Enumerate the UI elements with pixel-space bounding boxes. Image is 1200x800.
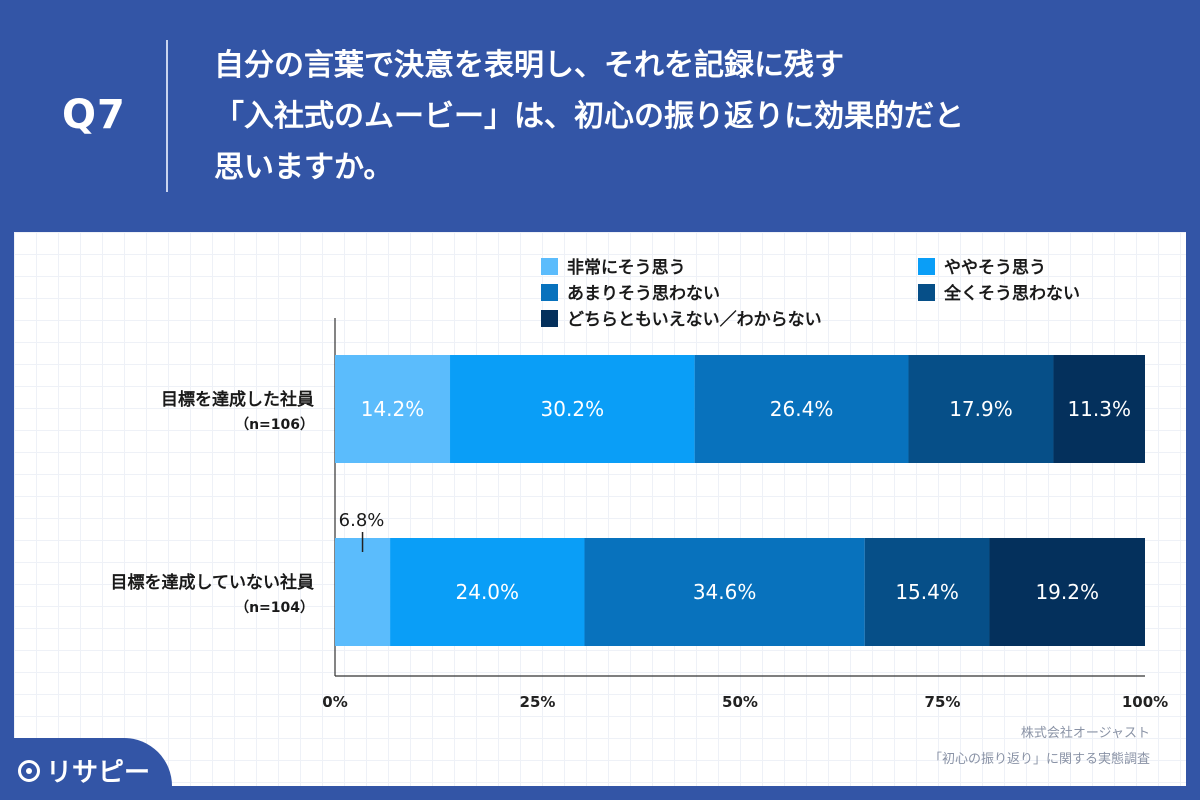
bar-segment xyxy=(450,355,695,463)
category-label: 目標を達成していない社員 xyxy=(111,572,315,593)
question-line: 「入社式のムービー」は、初心の振り返りに効果的だと xyxy=(214,99,964,134)
data-label: 15.4% xyxy=(895,580,959,604)
bar-segment xyxy=(584,538,865,646)
x-tick-label: 0% xyxy=(322,693,347,711)
source-survey: 「初心の振り返り」に関する実態調査 xyxy=(928,752,1150,767)
bar-segment xyxy=(335,355,451,463)
data-label: 24.0% xyxy=(456,580,520,604)
bar-segment xyxy=(390,538,585,646)
data-label: 6.8% xyxy=(339,510,385,531)
legend-label: あまりそう思わない xyxy=(567,284,720,304)
bar-segment xyxy=(335,538,391,646)
brand-pin-icon xyxy=(18,759,40,782)
data-label: 11.3% xyxy=(1067,397,1131,421)
category-sample-size: （n=106） xyxy=(235,417,314,433)
chart-panel: 0% 25% 50% 75% 100% 目標を達成した社員 （n=106） 目標を達成していな… xyxy=(14,232,1186,786)
data-label: 26.4% xyxy=(770,397,834,421)
question-line: 自分の言葉で決意を表明し、それを記録に残す xyxy=(214,48,844,83)
bar-segment xyxy=(864,538,990,646)
stacked-bar-chart: 0% 25% 50% 75% 100% 目標を達成した社員 （n=106） 目標を達成していな… xyxy=(111,257,1169,711)
category-sample-size: （n=104） xyxy=(235,600,314,616)
data-label: 14.2% xyxy=(361,397,425,421)
legend-label: ややそう思う xyxy=(944,258,1046,278)
legend-label: 非常にそう思う xyxy=(567,257,686,278)
legend-swatch xyxy=(541,258,558,275)
legend-swatch xyxy=(541,284,558,301)
x-tick-label: 50% xyxy=(722,693,758,711)
data-label: 19.2% xyxy=(1035,580,1099,604)
bar-segment xyxy=(908,355,1054,463)
bar-segment xyxy=(1053,355,1145,463)
data-label: 30.2% xyxy=(541,397,605,421)
legend-label: どちらともいえない／わからない xyxy=(567,309,822,330)
legend-swatch xyxy=(918,258,935,275)
question-line: 思いますか。 xyxy=(214,150,394,185)
bar-segment xyxy=(694,355,909,463)
bar-segment xyxy=(989,538,1145,646)
data-label: 17.9% xyxy=(949,397,1013,421)
question-text: 自分の言葉で決意を表明し、それを記録に残す 「入社式のムービー」は、初心の振り返… xyxy=(214,40,1174,193)
question-number: Q7 xyxy=(62,92,126,138)
category-label: 目標を達成した社員 xyxy=(161,389,314,410)
legend-label: 全くそう思わない xyxy=(943,283,1080,304)
x-tick-label: 75% xyxy=(925,693,961,711)
brand-name: リサピー xyxy=(46,758,151,788)
x-tick-label: 25% xyxy=(520,693,556,711)
question-header: Q7 自分の言葉で決意を表明し、それを記録に残す 「入社式のムービー」は、初心の… xyxy=(0,0,1200,230)
legend-swatch xyxy=(918,284,935,301)
x-tick-label: 100% xyxy=(1122,693,1168,711)
data-label: 34.6% xyxy=(693,580,757,604)
source-company: 株式会社オージャスト xyxy=(1020,726,1150,741)
brand-logo: リサピー xyxy=(18,752,150,789)
header-divider xyxy=(166,40,168,192)
legend-swatch xyxy=(541,310,558,327)
